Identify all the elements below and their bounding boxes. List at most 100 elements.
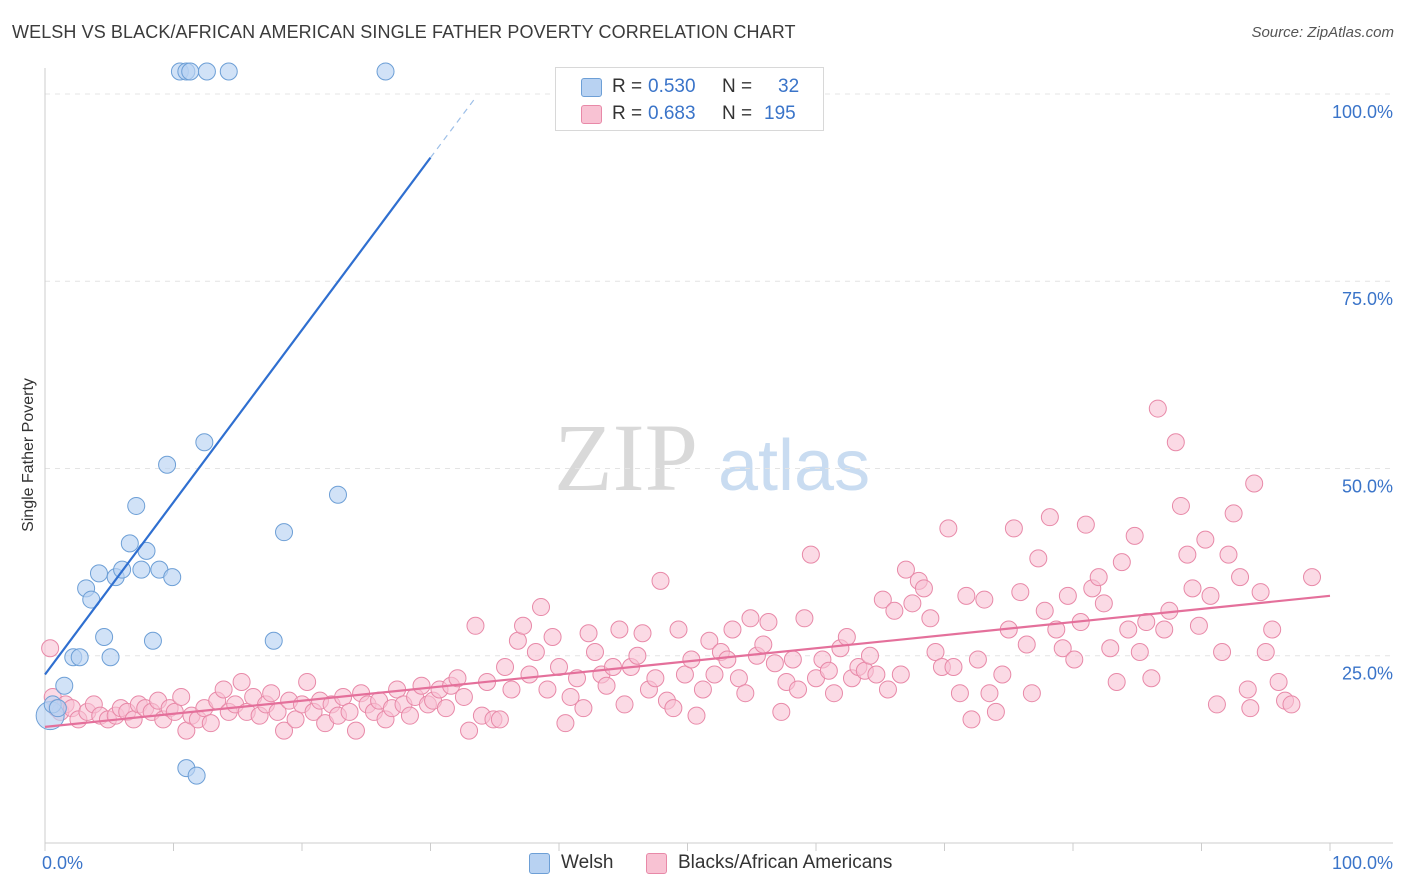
data-point-blacks (448, 669, 467, 688)
data-point-blacks (262, 684, 281, 703)
legend-item-welsh: Welsh (529, 852, 613, 874)
data-point-welsh (376, 62, 395, 81)
y-tick-label: 75.0% (1342, 289, 1393, 309)
data-point-blacks (1035, 601, 1054, 620)
x-tick-label: 100.0% (1332, 853, 1393, 873)
data-point-blacks (532, 598, 551, 617)
data-point-blacks (1166, 433, 1185, 452)
data-point-blacks (298, 672, 317, 691)
data-point-blacks (1189, 616, 1208, 635)
n-label: N = (722, 103, 753, 124)
source-credit: Source: ZipAtlas.com (1251, 24, 1394, 41)
data-point-blacks (729, 669, 748, 688)
legend-item-blacks: Blacks/African Americans (646, 852, 892, 874)
tick-labels: 25.0% 50.0% 75.0% 100.0% 0.0% 100.0% (42, 102, 1393, 873)
data-point-blacks (1282, 695, 1301, 714)
r-label: R = (612, 103, 643, 124)
data-point-blacks (1263, 620, 1282, 639)
data-point-welsh (120, 534, 139, 553)
data-point-blacks (646, 669, 665, 688)
data-point-blacks (538, 680, 557, 699)
data-point-blacks (346, 721, 365, 740)
series-legend: Welsh Blacks/African Americans (0, 852, 1406, 878)
n-value: 32 (778, 76, 800, 97)
data-point-blacks (1017, 635, 1036, 654)
data-point-blacks (824, 684, 843, 703)
data-point-blacks (286, 710, 305, 729)
data-point-blacks (700, 631, 719, 650)
data-point-blacks (944, 657, 963, 676)
data-point-blacks (1183, 579, 1202, 598)
data-point-blacks (1011, 583, 1030, 602)
data-point-welsh (95, 628, 114, 647)
series-welsh (35, 62, 395, 785)
data-point-blacks (1094, 594, 1113, 613)
correlation-legend: R = 0.530 N = 32 R = 0.683 N = 195 (555, 67, 824, 131)
n-label: N = (722, 76, 753, 97)
data-point-blacks (561, 687, 580, 706)
legend-swatch-welsh (529, 852, 550, 874)
data-point-blacks (705, 665, 724, 684)
data-point-blacks (873, 590, 892, 609)
data-point-blacks (903, 594, 922, 613)
legend-swatch-welsh (581, 77, 602, 97)
data-point-blacks (1148, 399, 1167, 418)
data-point-blacks (496, 657, 515, 676)
data-point-blacks (597, 676, 616, 695)
data-point-blacks (165, 702, 184, 721)
data-point-blacks (1251, 583, 1270, 602)
data-point-blacks (508, 631, 527, 650)
data-point-blacks (615, 695, 634, 714)
data-point-blacks (860, 646, 879, 665)
data-point-blacks (759, 613, 778, 632)
trendline-welsh (44, 156, 432, 676)
legend-row-welsh: R = 0.530 N = 32 (581, 75, 799, 99)
series-blacks-african-americans (41, 399, 1322, 740)
trendline-welsh-extension (430, 97, 476, 159)
data-point-blacks (1089, 568, 1108, 587)
data-point-blacks (867, 665, 886, 684)
data-point-blacks (1040, 508, 1059, 527)
data-point-blacks (610, 620, 629, 639)
data-point-blacks (1130, 643, 1149, 661)
data-point-blacks (232, 672, 251, 691)
data-point-blacks (651, 571, 670, 590)
data-point-blacks (1219, 545, 1238, 564)
data-point-blacks (718, 650, 737, 669)
data-point-welsh (89, 564, 108, 583)
data-point-blacks (957, 586, 976, 605)
data-point-welsh (197, 62, 216, 81)
data-point-blacks (1125, 526, 1144, 545)
data-point-blacks (1224, 504, 1243, 523)
legend-row-blacks: R = 0.683 N = 195 (581, 102, 796, 126)
y-axis-label: Single Father Poverty (20, 378, 37, 532)
data-point-blacks (1155, 620, 1174, 639)
data-point-blacks (980, 684, 999, 703)
r-value: 0.530 (648, 76, 696, 97)
data-point-blacks (1241, 699, 1260, 718)
data-point-welsh (132, 560, 151, 579)
watermark: ZIP atlas (554, 404, 870, 511)
data-point-welsh (264, 631, 283, 650)
data-point-blacks (819, 661, 838, 680)
data-point-blacks (795, 609, 814, 628)
data-point-welsh (158, 455, 177, 474)
y-tick-label: 50.0% (1342, 476, 1393, 496)
data-point-blacks (968, 650, 987, 669)
data-point-blacks (765, 654, 784, 673)
data-point-blacks (1178, 545, 1197, 564)
legend-swatch-blacks (646, 852, 667, 874)
data-point-blacks (1053, 639, 1072, 658)
data-point-blacks (1207, 695, 1226, 714)
data-point-blacks (1107, 672, 1126, 691)
data-point-blacks (514, 616, 533, 635)
data-point-welsh (195, 433, 214, 452)
data-point-welsh (127, 496, 146, 515)
data-point-blacks (633, 624, 652, 643)
data-point-blacks (754, 635, 773, 654)
chart-title: WELSH VS BLACK/AFRICAN AMERICAN SINGLE F… (12, 22, 796, 42)
data-point-blacks (1004, 519, 1023, 538)
trendline-blacks (44, 594, 1331, 728)
data-point-blacks (723, 620, 742, 639)
